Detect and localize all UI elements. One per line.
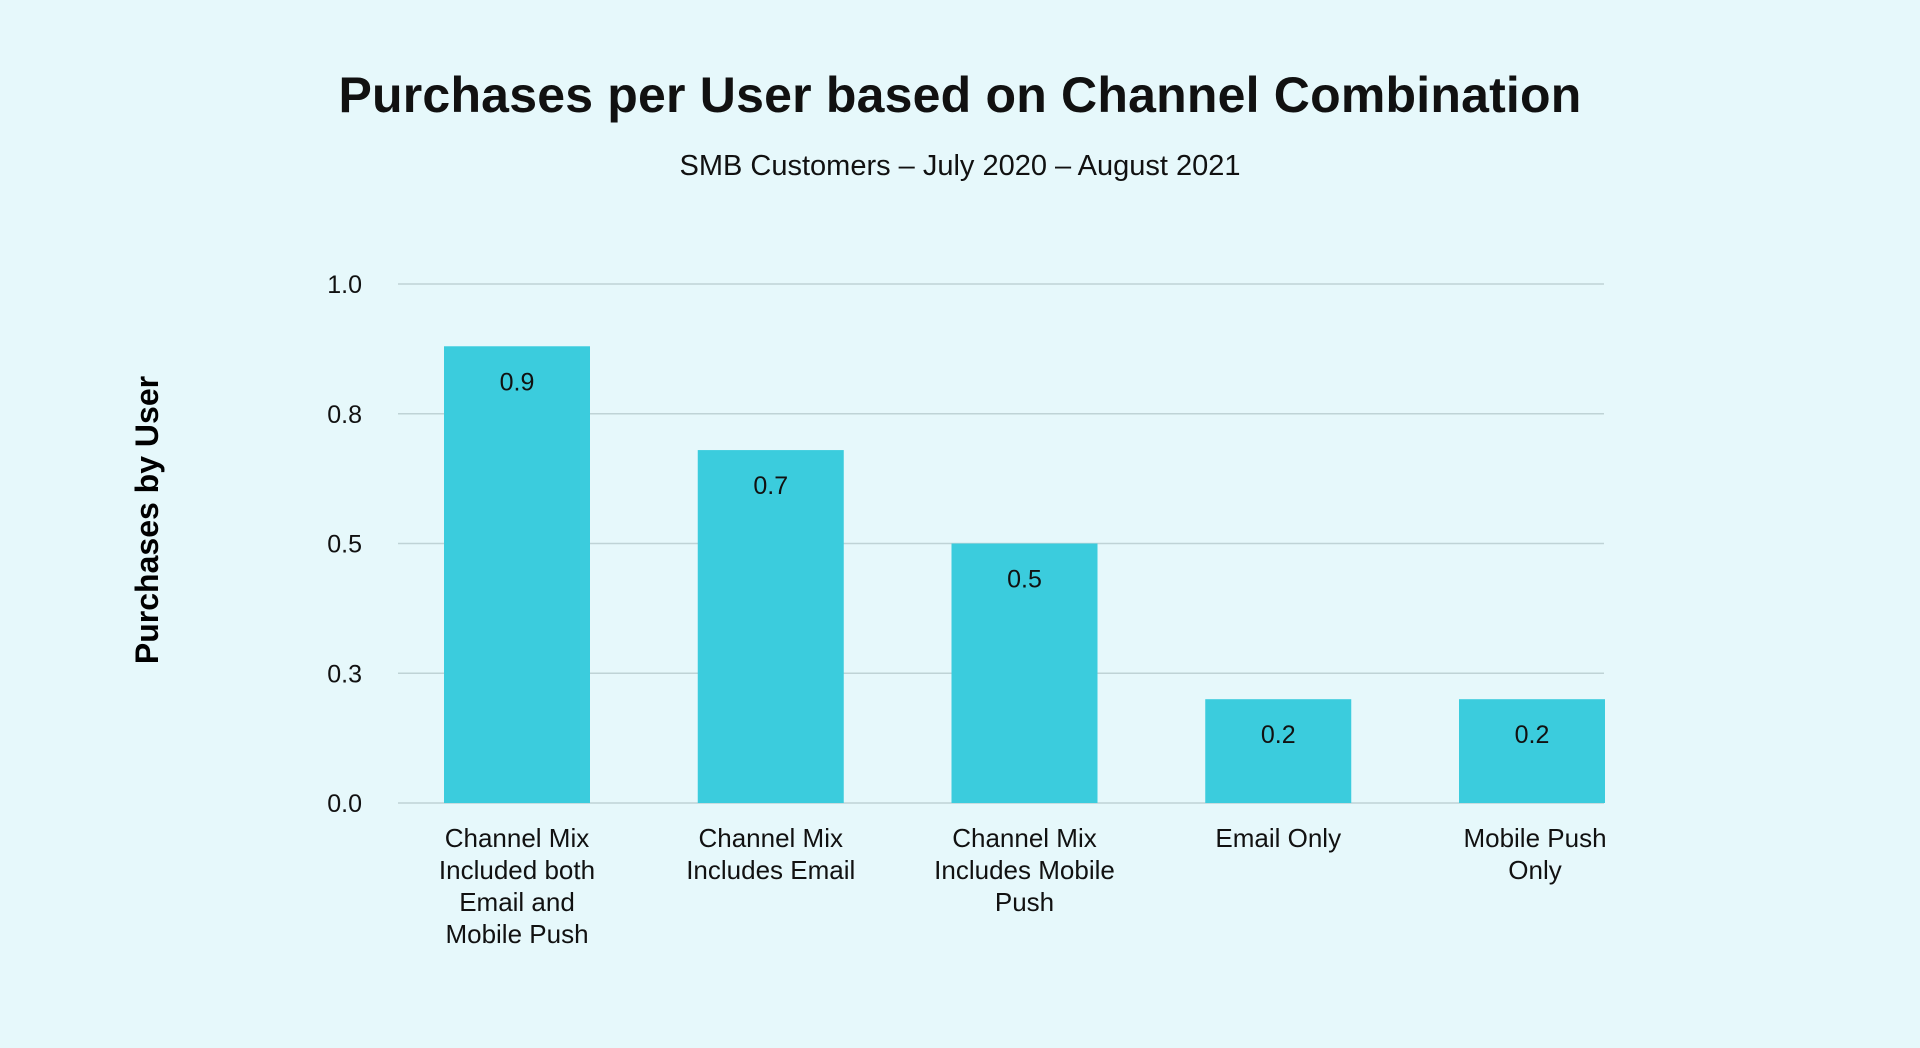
y-tick-label: 0.5 bbox=[327, 531, 362, 559]
x-category-label: Mobile Push bbox=[445, 919, 588, 949]
bar bbox=[1459, 699, 1605, 803]
x-category-label: Email Only bbox=[1215, 823, 1341, 853]
bar-value-label: 0.7 bbox=[753, 472, 788, 500]
x-category-label: Mobile Push bbox=[1463, 823, 1606, 853]
y-axis-title: Purchases by User bbox=[129, 376, 165, 664]
y-tick-label: 0.3 bbox=[327, 660, 362, 688]
y-tick-label: 1.0 bbox=[327, 271, 362, 299]
x-category-label: Push bbox=[995, 887, 1054, 917]
bar-value-label: 0.2 bbox=[1515, 721, 1550, 749]
data-labels: 0.9 0.7 0.5 0.2 0.2 bbox=[500, 368, 1550, 749]
x-category-label: Email and bbox=[459, 887, 575, 917]
x-category-label: Channel Mix bbox=[445, 823, 590, 853]
x-category-label: Channel Mix bbox=[698, 823, 843, 853]
bar bbox=[444, 346, 590, 803]
x-category-label: Includes Mobile bbox=[934, 855, 1115, 885]
y-axis-ticks: 0.0 0.3 0.5 0.8 1.0 bbox=[327, 271, 362, 818]
bars bbox=[444, 346, 1605, 803]
bar-value-label: 0.5 bbox=[1007, 566, 1042, 594]
chart-subtitle: SMB Customers – July 2020 – August 2021 bbox=[679, 150, 1241, 182]
x-category-label: Included both bbox=[439, 855, 595, 885]
y-tick-label: 0.8 bbox=[327, 401, 362, 429]
y-tick-label: 0.0 bbox=[327, 790, 362, 818]
chart-title: Purchases per User based on Channel Comb… bbox=[338, 67, 1582, 123]
bar bbox=[697, 450, 844, 803]
bar bbox=[1205, 699, 1352, 803]
x-category-label: Only bbox=[1508, 855, 1561, 885]
x-category-label: Includes Email bbox=[686, 855, 855, 885]
bar bbox=[951, 543, 1098, 803]
x-category-label: Channel Mix bbox=[952, 823, 1097, 853]
bar-value-label: 0.9 bbox=[500, 368, 535, 396]
bar-value-label: 0.2 bbox=[1261, 721, 1296, 749]
